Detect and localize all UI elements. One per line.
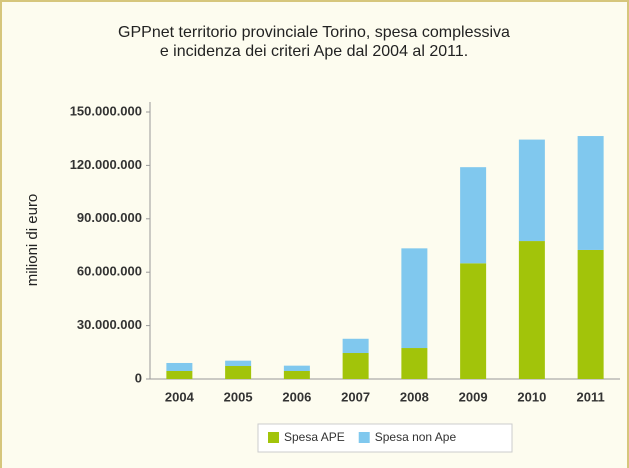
x-tick-label: 2007 [341,389,370,404]
chart-title: e incidenza dei criteri Ape dal 2004 al … [160,43,468,60]
bar-segment [283,370,310,379]
bar-segment [225,360,252,367]
x-tick-label: 2004 [165,389,195,404]
bar-segment [460,263,487,379]
x-tick-label: 2011 [577,389,605,404]
bar-segment [518,241,545,379]
y-axis-label: milioni di euro [24,194,41,287]
bar-segment [225,366,252,379]
x-tick-label: 2009 [459,389,488,404]
chart-title: GPPnet territorio provinciale Torino, sp… [118,24,510,41]
bar-segment [401,348,428,379]
y-tick-label: 90.000.000 [77,210,142,225]
bar-segment [460,167,487,264]
bar-segment [577,249,604,379]
y-tick-label: 120.000.000 [70,157,142,172]
bar-segment [166,370,193,379]
y-tick-label: 0 [135,370,142,385]
y-tick-label: 30.000.000 [77,317,142,332]
bar-segment [342,353,369,379]
bar-segment [518,139,545,242]
x-tick-label: 2005 [224,389,253,404]
legend-label: Spesa non Ape [375,430,457,444]
legend-label: Spesa APE [284,430,345,444]
y-tick-label: 60.000.000 [77,264,142,279]
x-tick-label: 2010 [517,389,546,404]
legend-swatch [358,432,370,443]
bar-segment [577,136,604,250]
bar-segment [283,365,310,371]
x-tick-label: 2006 [282,389,311,404]
bar-segment [342,338,369,354]
legend-swatch [268,432,279,443]
y-tick-label: 150.000.000 [70,103,142,118]
x-tick-label: 2008 [400,389,429,404]
legend-box [257,423,513,453]
bar-segment [401,248,428,349]
bar-segment [166,362,193,371]
